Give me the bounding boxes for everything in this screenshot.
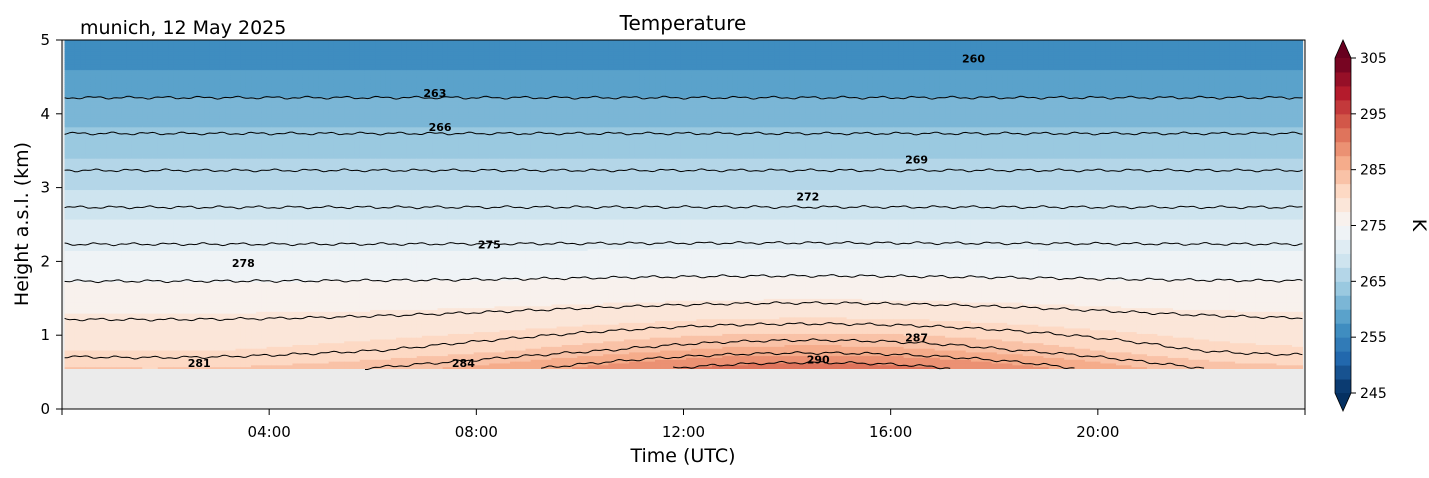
temperature-fill <box>65 40 1303 369</box>
chart-title: Temperature <box>619 11 747 35</box>
location-date-label: munich, 12 May 2025 <box>80 17 286 39</box>
